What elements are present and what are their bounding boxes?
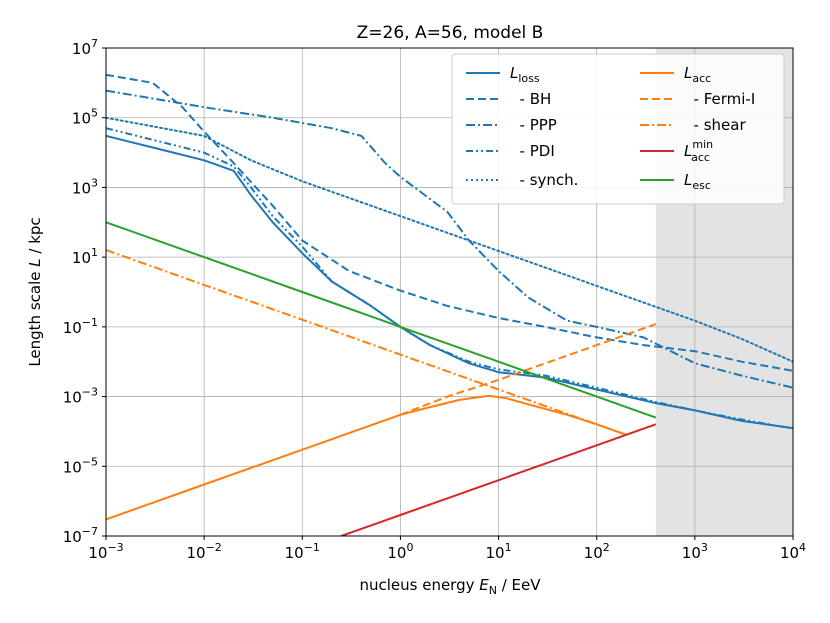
legend-label-var: L — [684, 142, 692, 160]
y-tick-exponent: 3 — [91, 176, 98, 189]
x-axis-label-main: nucleus energy — [359, 576, 479, 594]
x-tick-exponent: 1 — [505, 541, 512, 554]
x-tick-label: 10−1 — [285, 541, 320, 562]
y-tick-label: 103 — [72, 176, 98, 197]
y-axis-label-var: L — [26, 258, 44, 266]
x-tick-exponent: 0 — [406, 541, 413, 554]
x-tick-base: 10 — [285, 544, 304, 562]
x-tick-base: 10 — [780, 544, 799, 562]
x-tick-label: 101 — [486, 541, 512, 562]
x-tick-exponent: 4 — [799, 541, 806, 554]
series-line-8 — [106, 249, 627, 436]
y-tick-exponent: −1 — [82, 316, 98, 329]
y-tick-base: 10 — [72, 40, 91, 58]
x-tick-exponent: −2 — [206, 541, 222, 554]
legend-entries: Lloss - BH - PPP - PDI - synch. Lacc - Fe… — [466, 64, 755, 192]
x-tick-exponent: 2 — [603, 541, 610, 554]
series-line-10 — [106, 221, 657, 419]
legend-label: Lloss — [510, 64, 540, 85]
x-tick-base: 10 — [186, 544, 205, 562]
y-tick-exponent: 5 — [91, 107, 98, 120]
plot-frame — [105, 47, 794, 537]
legend-label: - synch. — [510, 171, 578, 189]
legend-label-sub: acc — [692, 72, 711, 85]
legend-label: - shear — [684, 116, 746, 134]
y-tick-base: 10 — [72, 249, 91, 267]
y-tick-label: 10−1 — [63, 316, 98, 337]
tick-layer: 10−3 10−2 10−1 100 101 102 103 10410−710−510−31… — [63, 37, 806, 562]
x-tick-label: 103 — [682, 541, 708, 562]
legend-label: - PDI — [510, 142, 555, 160]
legend-label: - Fermi-I — [684, 90, 755, 108]
legend-label: - PPP — [510, 116, 557, 134]
x-axis-label-unit: / EeV — [497, 576, 541, 594]
series-layer — [106, 73, 793, 536]
legend-label-var: L — [510, 64, 518, 82]
x-tick-exponent: −1 — [304, 541, 320, 554]
y-tick-base: 10 — [72, 179, 91, 197]
y-tick-base: 10 — [63, 319, 82, 337]
legend-label: Lesc — [684, 171, 711, 192]
y-tick-label: 10−3 — [63, 386, 98, 407]
series-line-9 — [340, 423, 657, 536]
y-tick-exponent: 7 — [91, 37, 98, 50]
y-tick-base: 10 — [72, 110, 91, 128]
y-tick-label: 10−7 — [63, 525, 98, 546]
legend-label: Lacc — [684, 64, 711, 85]
x-tick-base: 10 — [584, 544, 603, 562]
legend-label-sup: min — [692, 138, 713, 151]
y-tick-label: 101 — [72, 246, 98, 267]
y-tick-label: 105 — [72, 107, 98, 128]
y-tick-base: 10 — [63, 528, 82, 546]
legend-label-var: L — [684, 171, 692, 189]
x-tick-label: 10−2 — [186, 541, 221, 562]
x-tick-label: 104 — [780, 541, 806, 562]
x-tick-label: 102 — [584, 541, 610, 562]
series-line-4 — [106, 127, 793, 430]
y-tick-exponent: −3 — [82, 386, 98, 399]
x-tick-exponent: 3 — [701, 541, 708, 554]
y-tick-exponent: 1 — [91, 246, 98, 259]
legend-label-sub: esc — [692, 179, 711, 192]
y-tick-exponent: −7 — [82, 525, 98, 538]
x-axis-label-var: E — [479, 576, 489, 594]
x-tick-base: 10 — [486, 544, 505, 562]
series-line-5 — [106, 116, 793, 363]
x-tick-base: 10 — [387, 544, 406, 562]
y-axis-label-unit: / kpc — [26, 217, 44, 258]
legend-label-var: L — [684, 64, 692, 82]
chart-title: Z=26, A=56, model B — [357, 23, 544, 43]
x-tick-exponent: −3 — [107, 541, 123, 554]
x-axis-label: nucleus energy EN / EeV — [359, 576, 541, 597]
x-axis-label-sub: N — [489, 584, 497, 597]
x-tick-base: 10 — [88, 544, 107, 562]
y-tick-exponent: −5 — [82, 455, 98, 468]
x-tick-label: 100 — [387, 541, 413, 562]
legend-label-sub: acc — [691, 151, 710, 164]
x-tick-base: 10 — [682, 544, 701, 562]
x-tick-label: 10−3 — [88, 541, 123, 562]
series-line-7 — [400, 323, 657, 416]
legend-box — [451, 53, 785, 205]
y-tick-base: 10 — [63, 458, 82, 476]
y-tick-label: 10−5 — [63, 455, 98, 476]
y-tick-base: 10 — [63, 389, 82, 407]
y-axis-label: Length scale L / kpc — [26, 217, 44, 366]
y-axis-label-main: Length scale — [26, 267, 44, 367]
legend-label-sub: loss — [518, 72, 540, 85]
legend-label: - BH — [510, 90, 551, 108]
legend: Lloss - BH - PPP - PDI - synch. Lacc - Fe… — [451, 53, 785, 205]
y-tick-label: 107 — [72, 37, 98, 58]
legend-label: Lmin acc — [684, 138, 713, 164]
